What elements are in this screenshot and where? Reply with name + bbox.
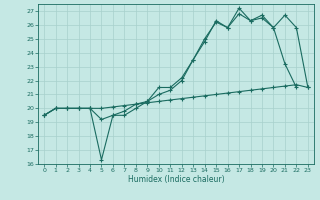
X-axis label: Humidex (Indice chaleur): Humidex (Indice chaleur) bbox=[128, 175, 224, 184]
